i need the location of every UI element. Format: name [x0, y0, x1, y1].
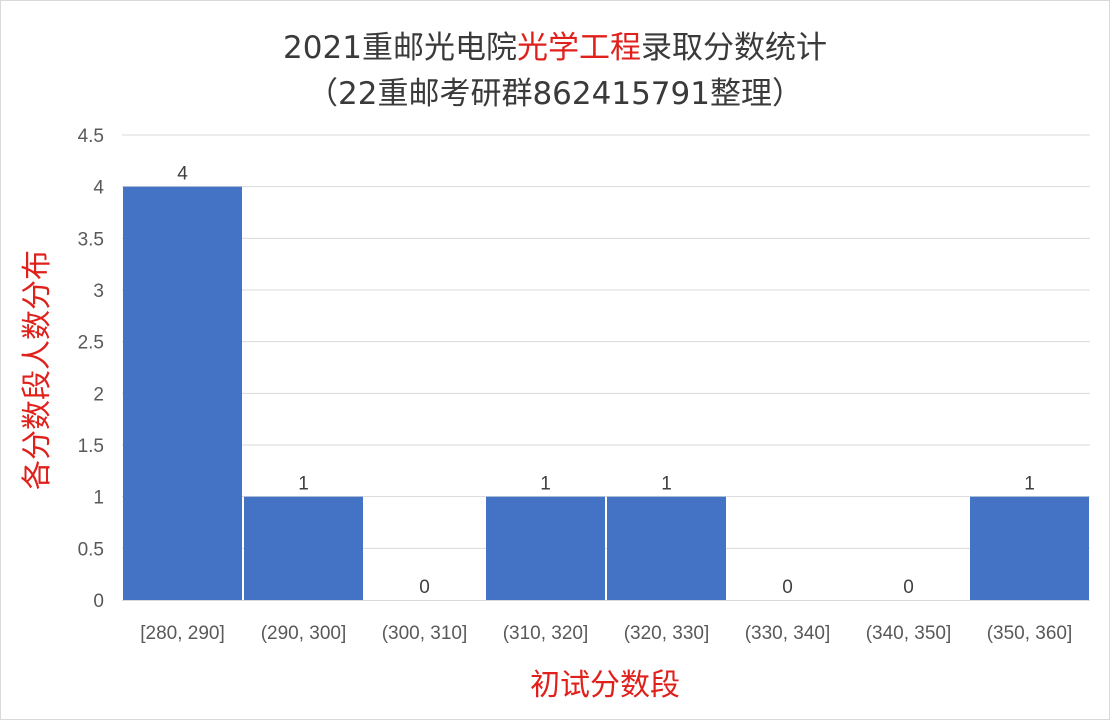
x-tick-label: (310, 320]	[503, 623, 589, 644]
chart-title-highlight: 光学工程	[516, 30, 641, 66]
data-label: 1	[1024, 474, 1035, 495]
bar	[123, 186, 242, 600]
chart-subtitle: （22重邮考研群862415791整理）	[307, 76, 803, 112]
x-axis-label: 初试分数段	[530, 668, 680, 703]
bars	[123, 186, 1089, 600]
data-label: 1	[661, 474, 672, 495]
y-tick-label: 4.5	[78, 126, 104, 147]
y-tick-label: 0.5	[78, 539, 104, 560]
x-axis-ticks: [280, 290] (290, 300] (300, 310] (310, 320]…	[140, 623, 1072, 644]
data-label: 0	[419, 577, 430, 598]
x-tick-label: (300, 310]	[382, 623, 468, 644]
chart-title-prefix: 2021重邮光电院	[283, 30, 517, 66]
bar	[607, 496, 726, 600]
y-tick-label: 2	[93, 384, 104, 405]
y-tick-label: 1.5	[78, 436, 104, 457]
data-label: 4	[177, 164, 188, 185]
y-tick-label: 2.5	[78, 333, 104, 354]
data-label: 1	[540, 474, 551, 495]
gridlines	[122, 134, 1090, 549]
x-tick-label: (290, 300]	[261, 623, 347, 644]
bar	[244, 496, 363, 600]
y-tick-label: 0	[93, 591, 104, 612]
bar	[970, 496, 1089, 600]
data-labels: 4 1 0 1 1 0 0 1	[177, 164, 1035, 598]
chart-title: 2021重邮光电院光学工程录取分数统计	[0, 22, 1110, 67]
y-tick-label: 1	[93, 488, 104, 509]
y-tick-label: 4	[93, 178, 104, 199]
x-tick-label: (350, 360]	[987, 623, 1073, 644]
data-label: 0	[903, 577, 914, 598]
bar	[486, 496, 605, 600]
x-tick-label: (340, 350]	[866, 623, 952, 644]
x-tick-label: [280, 290]	[140, 623, 225, 644]
data-label: 1	[298, 474, 309, 495]
data-label: 0	[782, 577, 793, 598]
x-tick-label: (330, 340]	[745, 623, 831, 644]
y-tick-label: 3.5	[78, 229, 104, 250]
y-axis-ticks: 0 0.5 1 1.5 2 2.5 3 3.5 4 4.5	[78, 126, 105, 612]
y-tick-label: 3	[93, 281, 104, 302]
chart-title-suffix: 录取分数统计	[640, 30, 827, 66]
y-axis-label: 各分数段人数分布	[20, 250, 55, 490]
x-tick-label: (320, 330]	[624, 623, 710, 644]
